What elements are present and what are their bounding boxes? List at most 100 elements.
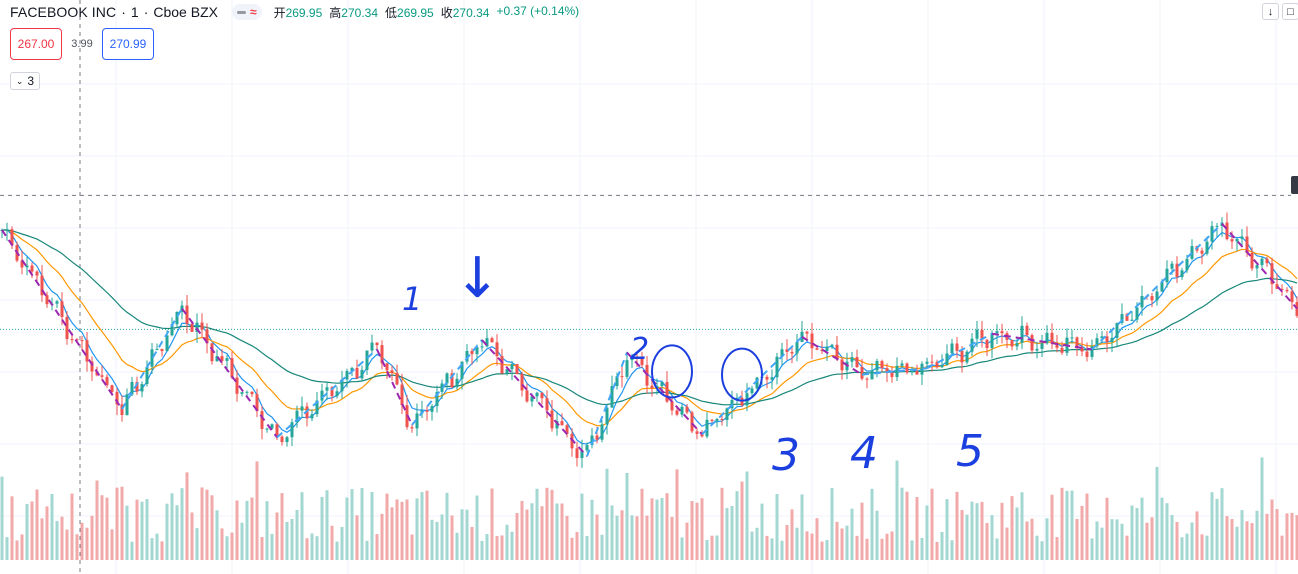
volume-bar xyxy=(1195,511,1199,560)
candle-body xyxy=(1140,295,1144,308)
candle-body xyxy=(380,345,384,364)
volume-bar xyxy=(1125,535,1129,560)
candle-body xyxy=(360,369,364,379)
volume-bar xyxy=(995,538,999,560)
candle-body xyxy=(105,376,109,386)
candle-body xyxy=(60,301,64,317)
volume-bar xyxy=(1005,527,1009,560)
candle-body xyxy=(195,322,199,332)
volume-bar xyxy=(645,515,649,560)
volume-bar xyxy=(230,532,234,560)
candle-body xyxy=(160,348,164,352)
candle-body xyxy=(210,343,214,362)
candle-body xyxy=(795,341,799,354)
volume-bar xyxy=(410,534,414,560)
candle-body xyxy=(120,404,124,415)
volume-bar xyxy=(740,481,744,560)
candle-body xyxy=(285,437,289,443)
volume-bar xyxy=(260,536,264,560)
volume-bar xyxy=(1135,508,1139,560)
volume-bar xyxy=(185,472,189,560)
candle-body xyxy=(615,376,619,387)
candle-body xyxy=(1085,351,1089,357)
volume-bar xyxy=(925,505,929,560)
volume-bar xyxy=(20,534,24,560)
candle-body xyxy=(290,422,294,438)
candle-body xyxy=(25,265,29,268)
candle-body xyxy=(560,421,564,426)
volume-bar xyxy=(965,514,969,560)
volume-bar xyxy=(1045,518,1049,560)
candle-body xyxy=(1020,325,1024,343)
candle-body xyxy=(780,349,784,357)
volume-bar xyxy=(825,539,829,560)
candle-body xyxy=(80,340,84,342)
volume-bar xyxy=(810,533,814,560)
trend-line-down xyxy=(376,349,413,426)
volume-bar xyxy=(595,514,599,560)
volume-bar xyxy=(445,492,449,560)
data-feed-pill[interactable]: ≈ xyxy=(231,4,262,20)
volume-bar xyxy=(945,499,949,560)
low-key: 低 xyxy=(385,5,398,20)
candle-body xyxy=(1105,336,1109,342)
candle-body xyxy=(1180,270,1184,278)
candle-body xyxy=(1035,348,1039,351)
candle-body xyxy=(705,419,709,437)
candle-body xyxy=(910,371,914,373)
volume-bar xyxy=(1100,527,1104,560)
candle-body xyxy=(1115,322,1119,338)
interval-label[interactable]: 1 xyxy=(130,4,139,20)
volume-bar xyxy=(385,493,389,560)
buy-button[interactable]: 270.99 xyxy=(102,28,154,60)
volume-bar xyxy=(120,486,124,560)
candle-body xyxy=(935,362,939,368)
candle-body xyxy=(675,410,679,415)
candle-body xyxy=(680,406,684,415)
volume-bar xyxy=(1140,497,1144,560)
volume-bar xyxy=(400,501,404,560)
symbol-title[interactable]: FACEBOOK INC xyxy=(10,4,117,20)
indicators-toggle-button[interactable]: ⌄ 3 xyxy=(10,72,40,90)
volume-bar xyxy=(510,531,514,560)
volume-bar xyxy=(755,527,759,560)
volume-bar xyxy=(1010,496,1014,560)
candle-body xyxy=(275,424,279,437)
annotation-label-2: 2 xyxy=(630,332,650,367)
volume-bar xyxy=(860,502,864,560)
volume-bar xyxy=(1180,537,1184,560)
volume-bar xyxy=(575,531,579,560)
volume-bar xyxy=(15,540,19,560)
candle-body xyxy=(1075,337,1079,348)
candle-body xyxy=(325,387,329,391)
candle-body xyxy=(225,358,229,361)
sell-button[interactable]: 267.00 xyxy=(10,28,62,60)
volume-bar xyxy=(395,499,399,560)
scroll-down-button[interactable]: ↓ xyxy=(1262,3,1279,20)
volume-bar xyxy=(695,502,699,560)
volume-bar xyxy=(700,498,704,560)
volume-bar xyxy=(225,536,229,560)
candle-body xyxy=(930,361,934,363)
volume-bar xyxy=(435,521,439,560)
volume-bar xyxy=(940,532,944,560)
candle-body xyxy=(1070,337,1074,339)
volume-bar xyxy=(300,492,304,560)
candle-body xyxy=(1045,332,1049,344)
volume-bar xyxy=(955,491,959,560)
volume-bar xyxy=(610,505,614,560)
candle-body xyxy=(510,364,514,370)
candle-body xyxy=(410,427,414,429)
candle-body xyxy=(1210,226,1214,242)
volume-bar xyxy=(345,497,349,560)
candle-body xyxy=(1200,250,1204,254)
volume-bar xyxy=(160,541,164,560)
maximize-button[interactable]: □ xyxy=(1282,3,1298,20)
candle-body xyxy=(1170,263,1174,269)
trend-line-down xyxy=(181,307,278,439)
price-scale-tab[interactable] xyxy=(1291,176,1298,194)
volume-bar xyxy=(465,509,469,560)
candle-body xyxy=(265,428,269,430)
candle-body xyxy=(670,401,674,411)
